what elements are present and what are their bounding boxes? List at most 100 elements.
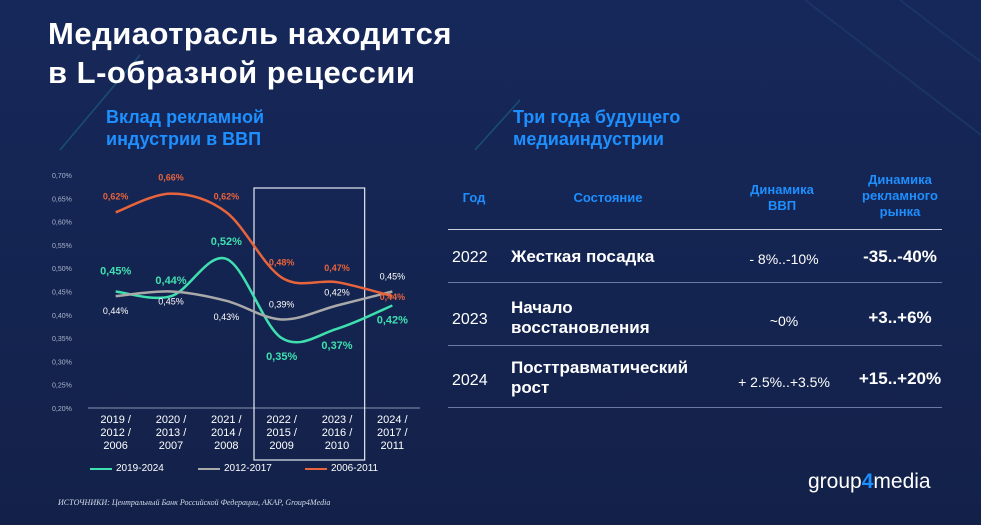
- row-state-line2: рост: [511, 378, 550, 397]
- data-label: 0,44%: [155, 275, 186, 287]
- row-state: Жесткая посадка: [511, 247, 655, 266]
- data-label: 0,48%: [269, 258, 295, 268]
- row-year: 2022: [452, 249, 488, 266]
- brand-logo: group4media: [808, 470, 931, 494]
- row-state: Посттравматический: [511, 358, 689, 377]
- series-line-2006-2011: [115, 192, 393, 298]
- highlight-box: [253, 187, 366, 461]
- page-title-line1: Медиаотрасль находится: [48, 16, 452, 51]
- table-header-divider: [448, 229, 942, 230]
- table-header-ad-line2: рекламного: [862, 188, 938, 203]
- data-label: 0,47%: [324, 263, 350, 273]
- table-row-divider: [448, 282, 942, 283]
- y-tick-label: 0,40%: [52, 313, 72, 320]
- x-tick-label: 2019 /: [100, 414, 132, 426]
- chart-subtitle-line2: индустрии в ВВП: [106, 129, 262, 149]
- x-tick-label: 2012 /: [100, 427, 132, 439]
- data-label: 0,42%: [377, 314, 408, 326]
- y-tick-label: 0,35%: [52, 336, 72, 343]
- table-header-ad-line1: Динамика: [868, 172, 932, 187]
- series-line-2019-2024: [115, 256, 393, 344]
- table-header-year: Год: [462, 190, 486, 205]
- row-year: 2024: [452, 372, 488, 389]
- series-line-2012-2017: [115, 290, 393, 321]
- table-subtitle: Три года будущего медиаиндустрии: [513, 106, 680, 150]
- data-label: 0,66%: [158, 173, 184, 183]
- row-state: Начало: [511, 298, 573, 317]
- logo-text-accent: 4: [861, 470, 874, 493]
- data-label: 0,44%: [380, 292, 406, 302]
- row-gdp: + 2.5%..+3.5%: [738, 374, 830, 390]
- x-tick-label: 2013 /: [156, 427, 188, 439]
- row-ad-market: +15..+20%: [858, 369, 942, 388]
- source-note: ИСТОЧНИКИ: Центральный Банк Российской Ф…: [58, 498, 331, 507]
- row-ad-market: +3..+6%: [868, 308, 932, 327]
- y-tick-label: 0,20%: [52, 406, 72, 413]
- x-tick-label: 2015 /: [266, 427, 298, 439]
- logo-text-post: media: [873, 470, 931, 493]
- x-tick-label: 2017 /: [377, 427, 409, 439]
- x-tick-label: 2016 /: [322, 427, 354, 439]
- legend-swatch: [90, 467, 112, 470]
- y-tick-label: 0,65%: [52, 196, 72, 203]
- y-tick-label: 0,60%: [52, 220, 72, 227]
- x-tick-label: 2009: [269, 440, 293, 452]
- legend-swatch: [305, 467, 327, 470]
- data-label: 0,42%: [324, 287, 350, 297]
- table-header-ad-line3: рынка: [879, 204, 921, 219]
- y-tick-label: 0,50%: [52, 266, 72, 273]
- data-label: 0,52%: [211, 236, 242, 248]
- data-label: 0,62%: [103, 191, 129, 201]
- legend-item-2012-2017: 2012-2017: [198, 463, 272, 474]
- table-row-divider: [448, 407, 942, 408]
- page-title-line2: в L-образной рецессии: [48, 55, 416, 90]
- data-label: 0,43%: [214, 312, 240, 322]
- x-tick-label: 2008: [214, 440, 238, 452]
- y-tick-label: 0,25%: [52, 383, 72, 390]
- row-state-line2: восстановления: [511, 318, 650, 337]
- y-tick-label: 0,70%: [52, 173, 72, 180]
- y-tick-label: 0,55%: [52, 243, 72, 250]
- x-tick-label: 2020 /: [156, 414, 188, 426]
- legend-item-2006-2011: 2006-2011: [305, 463, 378, 474]
- row-gdp: - 8%..-10%: [749, 251, 819, 267]
- page-title: Медиаотрасль находится в L-образной реце…: [48, 14, 452, 92]
- data-label: 0,37%: [321, 340, 352, 352]
- x-tick-label: 2011: [381, 440, 405, 452]
- x-tick-label: 2021 /: [211, 414, 243, 426]
- table-subtitle-line2: медиаиндустрии: [513, 129, 664, 149]
- row-gdp: ~0%: [769, 313, 799, 329]
- table-row-divider: [448, 345, 942, 346]
- data-label: 0,44%: [103, 306, 129, 316]
- x-tick-label: 2024 /: [377, 414, 409, 426]
- data-label: 0,35%: [266, 351, 297, 363]
- y-tick-label: 0,30%: [52, 359, 72, 366]
- row-ad-market: -35..-40%: [863, 247, 937, 266]
- table-header-ad: Динамика рекламного рынка: [852, 172, 948, 220]
- table-header-gdp-line1: Динамика: [750, 182, 814, 197]
- legend-swatch: [198, 467, 220, 470]
- x-tick-label: 2006: [103, 440, 127, 452]
- legend-label: 2012-2017: [224, 463, 272, 474]
- data-label: 0,39%: [269, 299, 295, 309]
- x-tick-label: 2023 /: [322, 414, 354, 426]
- x-tick-label: 2022 /: [266, 414, 298, 426]
- data-label: 0,45%: [158, 297, 184, 307]
- table-header-state: Состояние: [573, 190, 643, 205]
- data-label: 0,45%: [380, 272, 406, 282]
- x-tick-label: 2007: [159, 440, 183, 452]
- legend-label: 2006-2011: [331, 463, 379, 474]
- chart-subtitle: Вклад рекламной индустрии в ВВП: [106, 106, 264, 150]
- row-year: 2023: [452, 311, 488, 328]
- x-tick-label: 2010: [325, 440, 349, 452]
- table-subtitle-line1: Три года будущего: [513, 107, 681, 127]
- data-label: 0,62%: [214, 191, 240, 201]
- chart-subtitle-line1: Вклад рекламной: [106, 107, 265, 127]
- legend-label: 2019-2024: [116, 463, 164, 474]
- table-header-gdp: Динамика ВВП: [737, 182, 827, 214]
- table-header-gdp-line2: ВВП: [767, 198, 797, 213]
- x-tick-label: 2014 /: [211, 427, 243, 439]
- data-label: 0,45%: [100, 266, 131, 278]
